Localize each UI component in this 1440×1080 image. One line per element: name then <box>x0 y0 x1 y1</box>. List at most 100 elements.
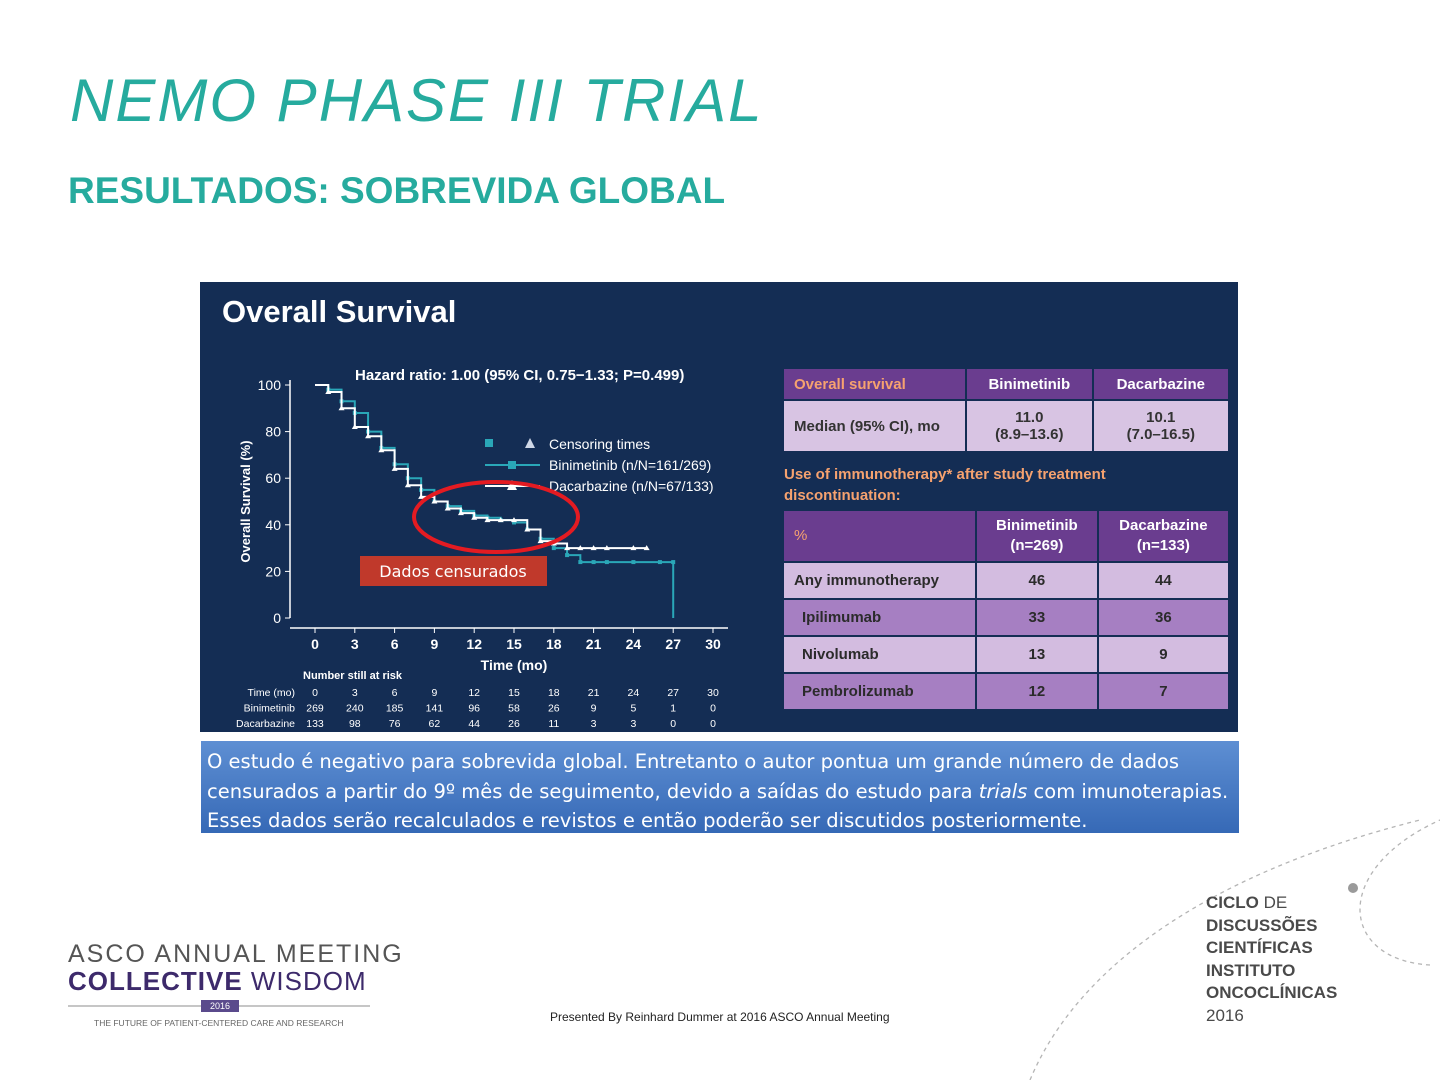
censor-mark-binimetinib <box>604 560 609 565</box>
x-axis-label: Time (mo) <box>481 657 548 673</box>
risk-value: 1 <box>670 703 676 715</box>
asco-tagline: THE FUTURE OF PATIENT-CENTERED CARE AND … <box>94 1018 344 1028</box>
risk-value: 240 <box>346 703 364 715</box>
censor-mark-dacarbazine <box>537 538 544 544</box>
legend-label: Dacarbazine (n/N=67/133) <box>549 478 714 494</box>
legend-marker-dacarbazine <box>507 480 517 490</box>
os-dacar-median: 10.1 <box>1146 409 1176 426</box>
x-tick-label: 15 <box>506 636 522 652</box>
y-tick-label: 40 <box>265 517 281 533</box>
x-tick-label: 6 <box>391 636 399 652</box>
risk-value: 5 <box>630 703 636 715</box>
censor-mark-dacarbazine <box>457 510 464 516</box>
os-table-row: Median (95% CI), mo 11.0 (8.9–13.6) 10.1(… <box>782 399 1231 453</box>
risk-value: 0 <box>710 703 716 715</box>
risk-value: 269 <box>306 703 324 715</box>
decorative-curve <box>1029 819 1440 1080</box>
risk-value: 12 <box>468 687 480 699</box>
risk-value: 26 <box>508 718 520 730</box>
risk-row-label: Dacarbazine <box>236 718 295 730</box>
censor-mark-dacarbazine <box>378 447 385 453</box>
x-tick-label: 0 <box>311 636 319 652</box>
censor-mark-dacarbazine <box>590 545 597 551</box>
risk-row-label: Binimetinib <box>244 703 296 715</box>
os-row-label: Median (95% CI), mo <box>782 399 967 453</box>
risk-row-label: Time (mo) <box>248 687 295 699</box>
imm-row-label: Ipilimumab <box>782 598 977 637</box>
censored-data-highlight <box>412 480 580 554</box>
imm-row-nivolumab: Nivolumab 13 9 <box>782 635 1231 674</box>
km-line-binimetinib <box>315 384 675 618</box>
risk-value: 44 <box>468 718 480 730</box>
risk-value: 76 <box>389 718 401 730</box>
os-table-header: Overall survival Binimetinib Dacarbazine <box>782 367 1231 401</box>
x-tick-label: 3 <box>351 636 359 652</box>
imm-row-bini: 13 <box>975 635 1099 674</box>
censored-label-box <box>360 556 547 586</box>
ciclo-line3: CIENTÍFICAS <box>1206 938 1313 957</box>
ciclo-year: 2016 <box>1206 1005 1244 1025</box>
risk-value: 11 <box>548 718 559 730</box>
censor-mark-dacarbazine <box>471 514 478 520</box>
ciclo-logo: CICLO DE DISCUSSÕES CIENTÍFICAS INSTITUT… <box>1206 892 1337 1027</box>
asco-logo-line1: ASCO ANNUAL MEETING <box>68 940 404 968</box>
immunotherapy-note: Use of immunotherapy* after study treatm… <box>784 466 1106 504</box>
legend-triangle-icon <box>525 438 535 448</box>
ciclo-bold: CICLO <box>1206 893 1259 912</box>
imm-table-header: % Binimetinib (n=269) Dacarbazine (n=133) <box>782 509 1231 563</box>
risk-value: 0 <box>312 687 318 699</box>
censor-mark-dacarbazine <box>391 465 398 471</box>
ciclo-line2: DISCUSSÕES <box>1206 915 1318 935</box>
censor-mark-binimetinib <box>671 560 676 565</box>
os-header-label: Overall survival <box>782 367 967 401</box>
imm-header-bini-n: (n=269) <box>1010 537 1064 554</box>
os-bini-ci: (8.9–13.6) <box>995 426 1064 443</box>
censor-mark-dacarbazine <box>643 545 650 551</box>
os-header-dacarbazine: Dacarbazine <box>1091 367 1231 401</box>
imm-row-dacar: 9 <box>1096 635 1231 674</box>
risk-value: 27 <box>667 687 679 699</box>
asco-logo-light: WISDOM <box>242 966 367 996</box>
y-tick-label: 100 <box>258 377 282 393</box>
y-tick-label: 20 <box>265 563 281 579</box>
x-tick-label: 27 <box>665 636 681 652</box>
imm-header-dacar-name: Dacarbazine <box>1119 517 1208 534</box>
caption-text: O estudo é negativo para sobrevida globa… <box>207 750 1180 803</box>
os-header-binimetinib: Binimetinib <box>965 367 1094 401</box>
censor-mark-dacarbazine <box>603 545 610 551</box>
y-tick-label: 80 <box>265 424 281 440</box>
censor-mark-dacarbazine <box>431 498 438 504</box>
censor-mark-binimetinib <box>578 560 583 565</box>
y-axis-label: Overall Survival (%) <box>238 440 253 562</box>
imm-row-pembrolizumab: Pembrolizumab 12 7 <box>782 672 1231 711</box>
risk-value: 0 <box>710 718 716 730</box>
imm-header-dacarbazine: Dacarbazine (n=133) <box>1096 509 1231 563</box>
ciclo-light: DE <box>1258 893 1288 912</box>
censor-mark-dacarbazine <box>577 545 584 551</box>
censor-mark-binimetinib <box>512 520 516 525</box>
censor-mark-binimetinib <box>631 560 636 565</box>
imm-header-percent: % <box>782 509 977 563</box>
risk-value: 18 <box>548 687 560 699</box>
imm-row-dacar: 7 <box>1096 672 1231 711</box>
x-tick-label: 30 <box>705 636 721 652</box>
imm-row-dacar: 44 <box>1096 561 1231 600</box>
risk-value: 30 <box>707 687 719 699</box>
os-dacarbazine-value: 10.1 (7.0–16.5) <box>1091 399 1231 453</box>
x-tick-label: 12 <box>466 636 482 652</box>
risk-value: 15 <box>508 687 520 699</box>
caption-box: O estudo é negativo para sobrevida globa… <box>201 741 1239 833</box>
risk-value: 9 <box>591 703 597 715</box>
risk-table-title: Number still at risk <box>303 670 403 682</box>
x-tick-label: 21 <box>586 636 602 652</box>
risk-value: 6 <box>392 687 398 699</box>
imm-row-bini: 33 <box>975 598 1099 637</box>
censor-mark-dacarbazine <box>484 517 491 523</box>
risk-value: 185 <box>386 703 404 715</box>
risk-value: 3 <box>352 687 358 699</box>
imm-row-bini: 46 <box>975 561 1099 600</box>
y-tick-label: 60 <box>265 470 281 486</box>
imm-row-ipilimumab: Ipilimumab 33 36 <box>782 598 1231 637</box>
ciclo-line4: INSTITUTO <box>1206 960 1296 980</box>
